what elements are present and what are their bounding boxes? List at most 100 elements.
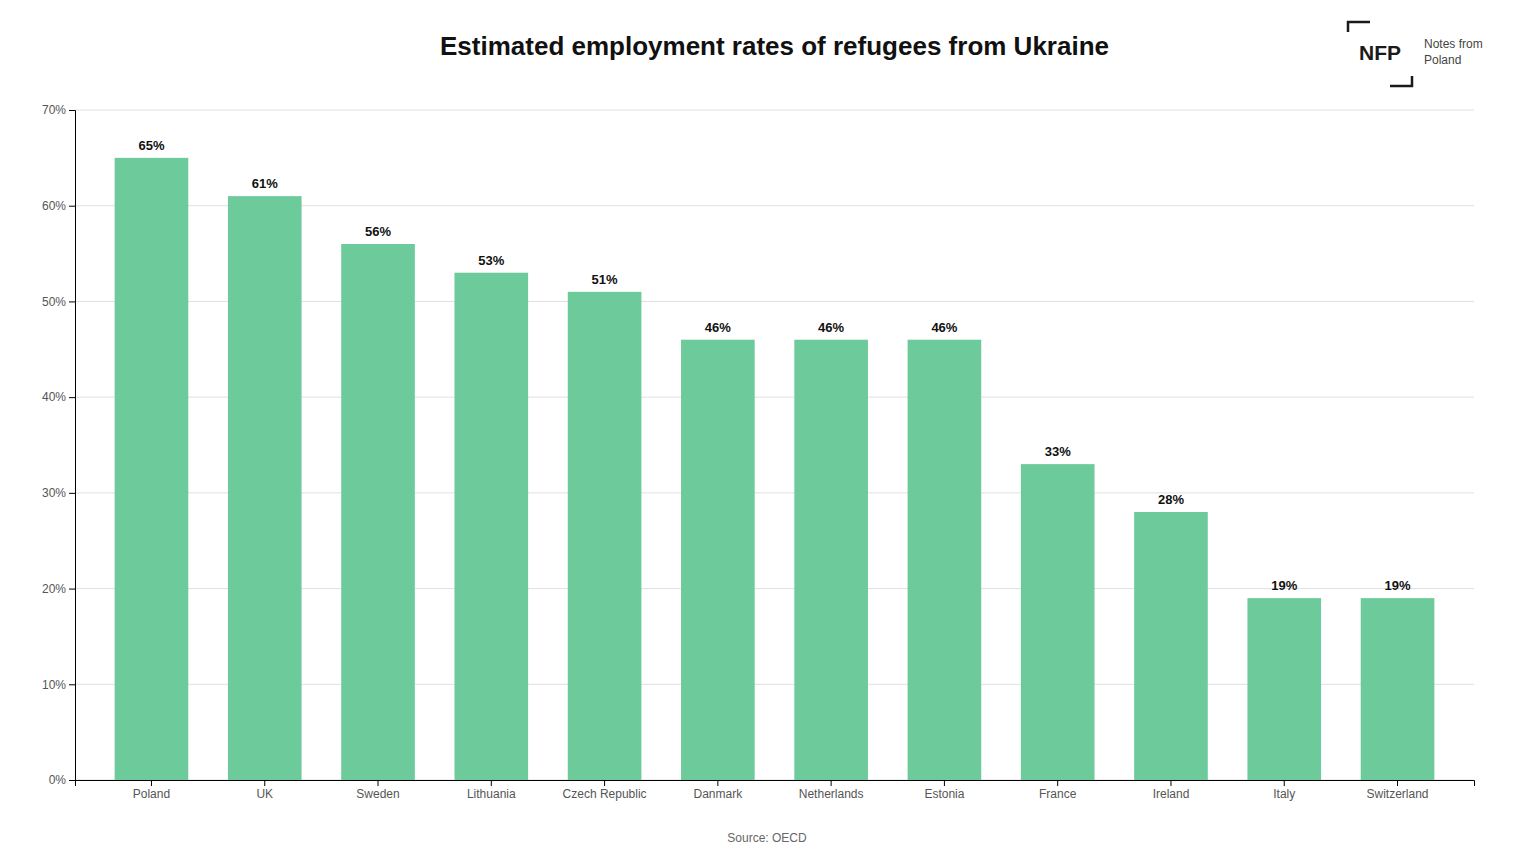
tick-mark: [264, 780, 265, 786]
chart-container: 0% 10% 20% 30% 40% 50% 60% 70% Poland UK Sweden Lit…: [0, 0, 1534, 860]
bar: [794, 340, 868, 780]
tick-label: Estonia: [924, 787, 964, 801]
tick: Lithuania: [467, 780, 516, 801]
tick-mark: [69, 589, 75, 590]
bar: [454, 273, 528, 780]
source: Source: OECD: [727, 831, 807, 845]
tick-mark: [944, 780, 945, 786]
bar: [115, 158, 189, 780]
tick-label: 20%: [42, 582, 66, 596]
tick-label: Danmark: [694, 787, 744, 801]
tick: Poland: [133, 780, 170, 801]
tick: France: [1039, 780, 1077, 801]
chart-svg: 0% 10% 20% 30% 40% 50% 60% 70% Poland UK Sweden Lit…: [0, 0, 1534, 860]
plot-area: 0% 10% 20% 30% 40% 50% 60% 70% Poland UK Sweden Lit…: [42, 103, 1475, 800]
data-label: 46%: [818, 320, 844, 335]
tick-label: Czech Republic: [563, 787, 647, 801]
tick: 30%: [42, 486, 75, 500]
logo-bracket: [1390, 76, 1412, 86]
axis-line: [69, 111, 76, 781]
tick-mark: [717, 780, 718, 786]
logo-caption-line: Poland: [1424, 53, 1461, 67]
bar: [1247, 598, 1321, 780]
tick: 10%: [42, 678, 75, 692]
tick-label: Switzerland: [1367, 787, 1429, 801]
data-label: 56%: [365, 224, 391, 239]
bar: [568, 292, 642, 780]
data-label: 46%: [931, 320, 957, 335]
tick-mark: [151, 780, 152, 786]
tick-label: 60%: [42, 199, 66, 213]
y-axis: 0% 10% 20% 30% 40% 50% 60% 70%: [42, 103, 76, 787]
tick-mark: [69, 397, 75, 398]
data-label: 61%: [252, 176, 278, 191]
logo-text: NFP: [1359, 41, 1401, 64]
tick: Estonia: [924, 780, 964, 801]
tick-mark: [69, 493, 75, 494]
data-label: 19%: [1385, 578, 1411, 593]
tick-mark: [69, 206, 75, 207]
tick-label: 70%: [42, 103, 66, 117]
data-label: 65%: [138, 138, 164, 153]
bar: [1134, 512, 1208, 780]
logo-caption: Notes from Poland: [1424, 37, 1483, 67]
tick-label: Italy: [1273, 787, 1295, 801]
tick-label: Poland: [133, 787, 170, 801]
tick-mark: [831, 780, 832, 786]
bar: [228, 196, 302, 780]
tick-mark: [69, 780, 75, 781]
tick-label: Ireland: [1153, 787, 1190, 801]
tick-mark: [491, 780, 492, 786]
tick: 60%: [42, 199, 75, 213]
tick: UK: [256, 780, 273, 801]
tick-mark: [1284, 780, 1285, 786]
tick-mark: [1397, 780, 1398, 786]
tick-label: 30%: [42, 486, 66, 500]
tick: 0%: [49, 773, 75, 787]
tick-label: 50%: [42, 295, 66, 309]
tick: Italy: [1273, 780, 1295, 801]
bar: [1361, 598, 1435, 780]
tick-mark: [69, 110, 75, 111]
bar: [341, 244, 415, 780]
tick-label: Netherlands: [799, 787, 864, 801]
tick-mark: [1170, 780, 1171, 786]
tick: Switzerland: [1367, 780, 1429, 801]
data-label: 53%: [478, 253, 504, 268]
tick-label: Sweden: [356, 787, 399, 801]
tick-mark: [604, 780, 605, 786]
x-axis: Poland UK Sweden Lithuania Czech Republic Dan…: [76, 780, 1475, 801]
bar: [908, 340, 982, 780]
logo-caption-line: Notes from: [1424, 37, 1483, 51]
bar: [681, 340, 755, 780]
tick-label: France: [1039, 787, 1077, 801]
tick-label: UK: [256, 787, 273, 801]
bar: [1021, 464, 1095, 780]
tick: Sweden: [356, 780, 399, 801]
tick: 50%: [42, 295, 75, 309]
tick: Danmark: [694, 780, 744, 801]
tick-mark: [69, 301, 75, 302]
tick: Ireland: [1153, 780, 1190, 801]
tick-mark: [69, 684, 75, 685]
tick-label: 10%: [42, 678, 66, 692]
tick-label: Lithuania: [467, 787, 516, 801]
data-labels: 65% 61% 56% 53% 51% 46% 46% 46% 33% 28% 19% 19%: [138, 138, 1411, 593]
tick-label: 0%: [49, 773, 67, 787]
logo: NFP Notes from Poland: [1348, 22, 1483, 86]
data-label: 19%: [1271, 578, 1297, 593]
data-label: 28%: [1158, 492, 1184, 507]
grid: [75, 110, 1474, 780]
tick: Czech Republic: [563, 780, 647, 801]
bars: [115, 158, 1435, 780]
tick-mark: [378, 780, 379, 786]
tick: 70%: [42, 103, 75, 117]
axis-line: [76, 781, 1475, 787]
tick-label: 40%: [42, 390, 66, 404]
data-label: 46%: [705, 320, 731, 335]
data-label: 33%: [1045, 444, 1071, 459]
tick-mark: [1057, 780, 1058, 786]
logo-bracket: [1348, 22, 1370, 32]
data-label: 51%: [592, 272, 618, 287]
grid-line: [75, 110, 1474, 111]
